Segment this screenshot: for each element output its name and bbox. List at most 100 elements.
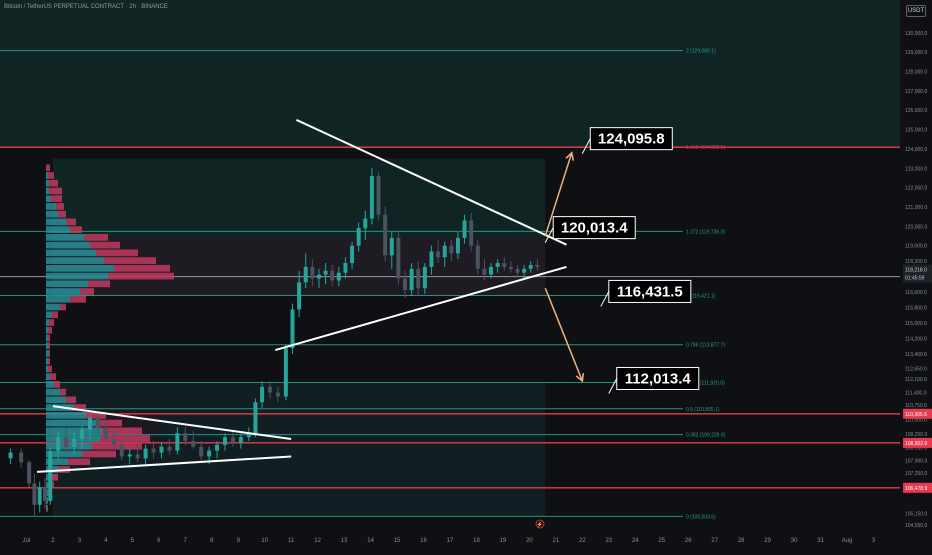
price-callout-pointer xyxy=(544,227,554,243)
candle-body xyxy=(522,268,527,273)
price-axis-tick-label: 119,000.0 xyxy=(905,244,927,250)
volume-profile-bar-teal xyxy=(46,218,66,226)
time-axis-tick-label: 21 xyxy=(553,538,560,544)
time-axis-tick-label: 18 xyxy=(473,538,480,544)
price-axis-tick-label: 128,000.0 xyxy=(905,70,927,76)
volume-profile-bar-teal xyxy=(46,226,70,234)
candle-body xyxy=(356,228,361,246)
candle-body xyxy=(330,270,335,281)
price-axis-tick-label: 126,000.0 xyxy=(905,108,927,114)
price-axis-tick-label: 109,250.0 xyxy=(905,432,927,438)
volume-profile-bar-pink xyxy=(49,179,58,187)
volume-profile-bar-pink xyxy=(82,450,116,458)
fib-level-label: 1 (116,421.1) xyxy=(686,294,716,300)
candle-body xyxy=(253,402,258,434)
upper-projection-zone xyxy=(0,0,900,148)
volume-profile-bar-teal xyxy=(46,388,60,396)
volume-profile-bar-pink xyxy=(48,172,54,179)
target-arrow-head xyxy=(575,372,585,383)
volume-profile-bar-pink xyxy=(88,280,110,288)
volume-profile-bar-pink xyxy=(48,365,52,373)
volume-profile-bar-teal xyxy=(46,419,96,427)
volume-profile-bar-pink xyxy=(56,203,64,210)
volume-profile-bar-pink xyxy=(96,419,122,427)
candle-body xyxy=(135,454,140,459)
price-axis-tick-label: 124,000.0 xyxy=(905,147,927,153)
time-axis-tick-label: 27 xyxy=(711,538,718,544)
currency-badge[interactable]: USDT xyxy=(906,5,926,17)
time-axis-tick-label: 8 xyxy=(210,538,214,544)
volume-profile-bar-teal xyxy=(46,458,68,466)
price-axis-tick-label: 115,000.0 xyxy=(905,321,927,327)
price-callout-label: 124,095.8 xyxy=(598,131,665,148)
candle-body xyxy=(363,218,368,229)
candle-body xyxy=(323,270,328,275)
candle-body xyxy=(27,462,32,484)
volume-profile-bar-teal xyxy=(46,257,104,264)
price-axis-tick-label: 112,650.0 xyxy=(905,366,927,372)
time-axis-tick-label: 28 xyxy=(738,538,745,544)
volume-profile-bar-teal xyxy=(46,319,49,326)
volume-profile-bar-pink xyxy=(74,404,86,411)
volume-profile-bar-pink xyxy=(70,295,86,303)
time-axis-tick-label: 20 xyxy=(526,538,533,544)
fib-level-label: 1.272 (119,736.0) xyxy=(686,229,725,235)
candle-body xyxy=(310,266,315,279)
volume-profile-bar-teal xyxy=(46,272,108,280)
candle-body xyxy=(207,450,212,457)
candle-body xyxy=(469,220,474,246)
price-axis-tick-label: 120,000.0 xyxy=(905,224,927,230)
volume-profile-bar-pink xyxy=(70,226,82,234)
volume-profile-bar-pink xyxy=(46,164,50,172)
volume-profile-bar-pink xyxy=(48,357,50,365)
price-axis-tick-label: 130,000.0 xyxy=(905,31,927,37)
time-axis-tick-label: 5 xyxy=(131,538,135,544)
price-axis-tick-label: 113,400.0 xyxy=(905,352,927,358)
red-level-tag xyxy=(903,437,932,448)
volume-profile-bar-pink xyxy=(86,411,106,419)
candle-body xyxy=(422,266,427,289)
candle-body xyxy=(336,272,341,281)
time-axis-tick-label: 4 xyxy=(104,538,108,544)
volume-profile-bar-teal xyxy=(46,350,49,357)
volume-profile-bar-pink xyxy=(49,187,62,195)
volume-profile-bar-pink xyxy=(52,473,58,481)
volume-profile-bar-pink xyxy=(58,210,66,218)
price-axis-tick-label: 115,800.0 xyxy=(905,306,927,312)
candle-body xyxy=(143,448,148,459)
volume-profile-bar-pink xyxy=(104,257,156,264)
candle-body xyxy=(389,237,394,256)
current-price-tag xyxy=(903,264,932,283)
candle-body xyxy=(275,392,280,397)
volume-profile-bar-pink xyxy=(68,458,90,466)
red-level-tag-text: 110,305.6 xyxy=(905,412,927,418)
price-axis-tick-label: 104,550.0 xyxy=(905,523,927,529)
time-axis-tick-label: 29 xyxy=(764,538,771,544)
symbol-title[interactable]: Bitcoin / TetherUS PERPETUAL CONTRACT · … xyxy=(4,4,168,10)
time-axis-tick-label: 17 xyxy=(447,538,454,544)
volume-profile-bar-teal xyxy=(46,288,80,295)
target-arrow-shaft xyxy=(544,152,573,237)
volume-profile-bar-teal xyxy=(46,442,92,450)
volume-profile-bar-pink xyxy=(49,319,54,326)
volume-profile-bar-teal xyxy=(46,373,50,381)
volume-profile-bar-pink xyxy=(49,350,50,357)
time-axis-tick-label: 31 xyxy=(817,538,824,544)
time-axis-tick-label: 6 xyxy=(157,538,161,544)
time-axis-tick-label: 12 xyxy=(314,538,321,544)
candle-body xyxy=(290,309,295,349)
volume-profile-bar-teal xyxy=(46,303,60,311)
time-axis-tick-label: 25 xyxy=(658,538,665,544)
volume-profile-bar-teal xyxy=(46,179,49,187)
volume-profile-bar-pink xyxy=(60,388,66,396)
time-axis-tick-label: 3 xyxy=(872,538,876,544)
candle-body xyxy=(8,452,13,459)
price-callout-label: 116,431.5 xyxy=(617,283,683,300)
candle-body xyxy=(127,454,132,457)
volume-profile-bar-teal xyxy=(46,210,58,218)
price-axis-tick-label: 111,400.0 xyxy=(905,391,927,397)
volume-profile-bar-pink xyxy=(51,195,62,203)
volume-profile-bar-teal xyxy=(46,234,84,241)
